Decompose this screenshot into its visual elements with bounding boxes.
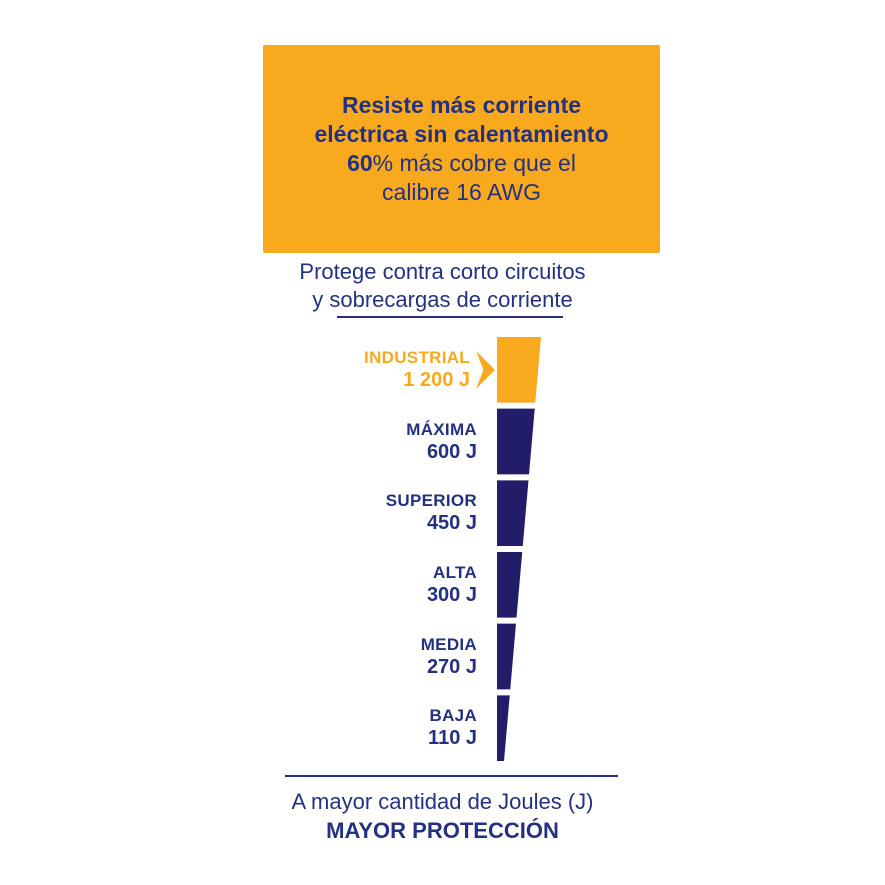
funnel-segment-3 (497, 552, 523, 618)
header-percentage: 60 (347, 150, 373, 176)
segment-name: INDUSTRIAL (364, 347, 470, 367)
segment-value: 110 J (428, 727, 477, 750)
funnel-segment-2 (497, 480, 529, 546)
funnel-segment-4 (497, 623, 516, 690)
header-line3: 60% más cobre que el (263, 149, 660, 178)
header-line3-rest: % más cobre que el (372, 150, 576, 176)
funnel-segment-0 (497, 337, 541, 403)
segment-label-4: MEDIA 270 J (421, 635, 477, 679)
chart-subtitle: Protege contra corto circuitos y sobreca… (0, 258, 885, 314)
segment-value: 450 J (426, 512, 477, 535)
header-banner: Resiste más corriente eléctrica sin cale… (263, 45, 660, 253)
segment-label-5: BAJA 110 J (428, 706, 477, 750)
segment-label-1: MÁXIMA 600 J (406, 420, 477, 464)
segment-value: 1 200 J (403, 368, 470, 391)
segment-name: BAJA (429, 706, 477, 726)
segment-name: MÁXIMA (406, 419, 477, 439)
footer-line2: MAYOR PROTECCIÓN (326, 818, 559, 843)
top-divider (337, 316, 563, 318)
segment-name: SUPERIOR (385, 491, 477, 511)
highlight-arrow-icon (476, 350, 495, 389)
segment-label-0: INDUSTRIAL 1 200 J (364, 348, 470, 392)
subtitle-line2: y sobrecargas de corriente (312, 287, 573, 312)
segment-value: 270 J (426, 655, 477, 678)
funnel-segment-5 (497, 695, 510, 761)
funnel-segment-1 (497, 408, 535, 475)
header-line1: Resiste más corriente (341, 92, 582, 118)
header-line4: calibre 16 AWG (382, 179, 541, 205)
header-line2: eléctrica sin calentamiento (314, 121, 609, 147)
bottom-divider (285, 775, 618, 777)
subtitle-line1: Protege contra corto circuitos (299, 259, 586, 284)
segment-value: 300 J (426, 583, 477, 606)
chart-footer: A mayor cantidad de Joules (J) MAYOR PRO… (0, 787, 885, 845)
segment-label-3: ALTA 300 J (427, 563, 477, 607)
segment-name: MEDIA (420, 634, 477, 654)
segment-name: ALTA (433, 562, 477, 582)
segment-label-2: SUPERIOR 450 J (386, 491, 477, 535)
footer-line1: A mayor cantidad de Joules (J) (291, 789, 594, 814)
segment-value: 600 J (426, 440, 477, 463)
